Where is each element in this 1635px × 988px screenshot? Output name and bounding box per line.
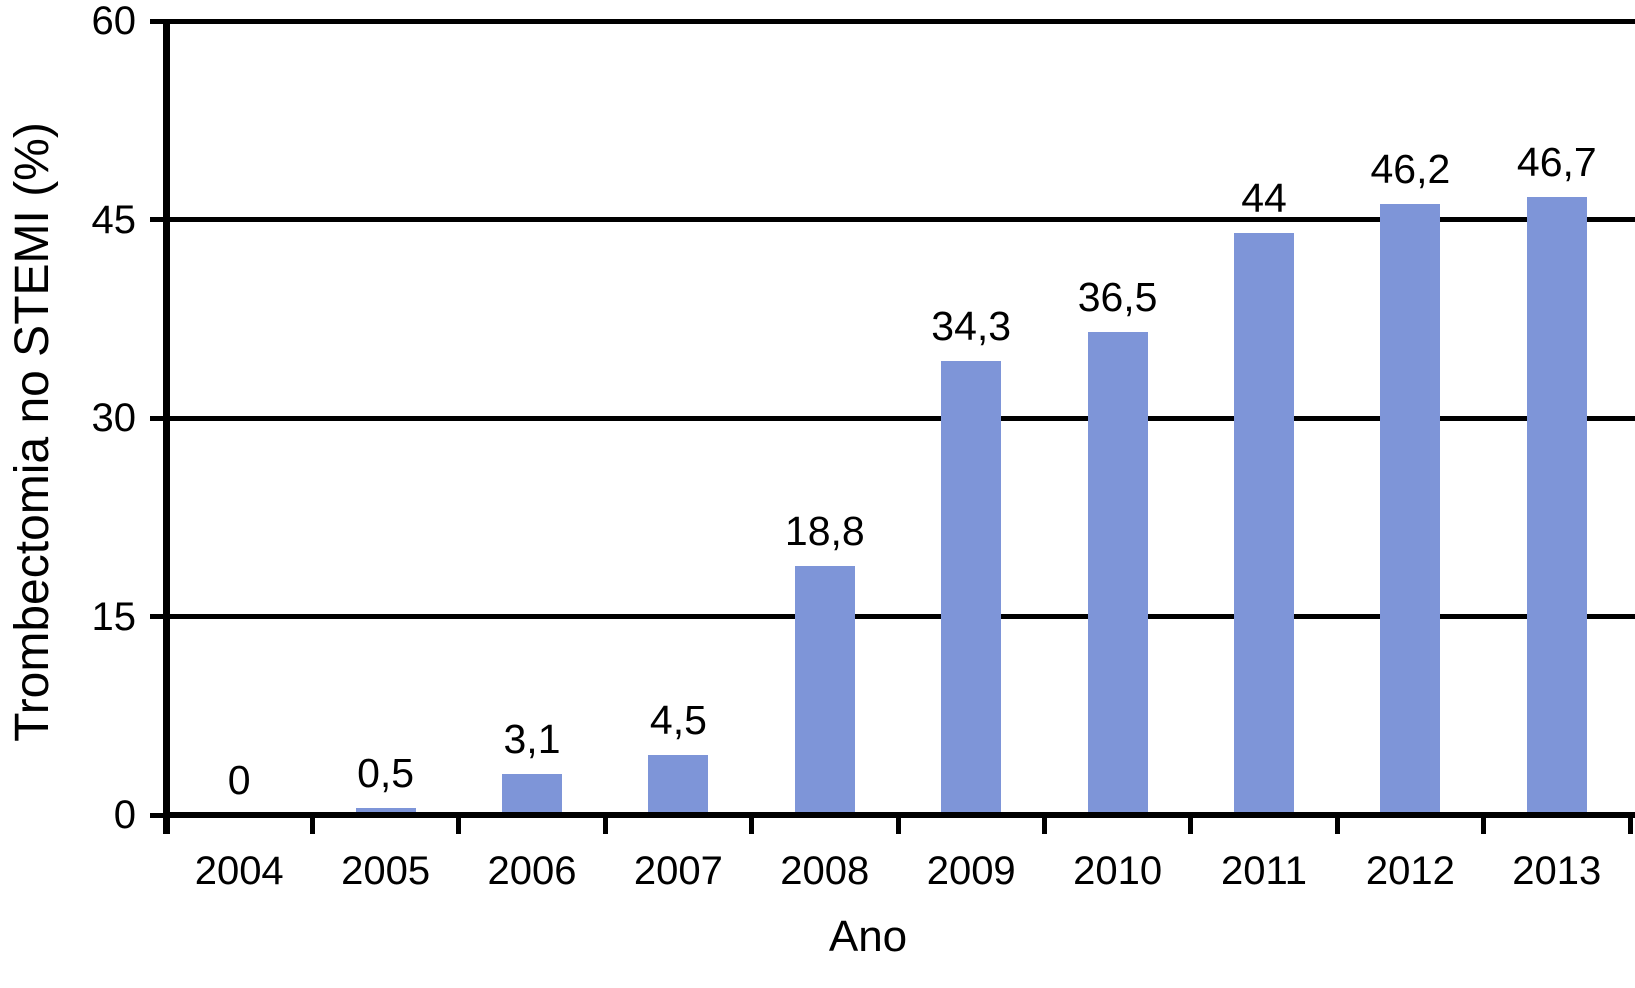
x-tick <box>1334 818 1340 834</box>
x-tick <box>749 818 755 834</box>
bar-value-label: 46,7 <box>1516 139 1597 185</box>
x-tick <box>456 818 462 834</box>
bar <box>941 361 1002 815</box>
bar-value-label: 46,2 <box>1370 145 1451 192</box>
x-tick <box>895 818 901 834</box>
x-tick <box>1627 818 1633 834</box>
y-tick <box>149 415 163 421</box>
x-tick <box>1481 818 1487 834</box>
x-tick <box>1188 818 1194 834</box>
gridline <box>162 415 1635 421</box>
x-tick-label: 2012 <box>1365 849 1455 893</box>
x-tick-label: 2005 <box>341 849 431 893</box>
y-tick <box>149 812 163 818</box>
bar-value-label: 34,3 <box>931 303 1012 350</box>
bar <box>1380 203 1441 815</box>
y-tick <box>149 217 163 222</box>
x-tick <box>602 818 608 834</box>
y-tick-label: 30 <box>91 396 137 440</box>
y-tick-label: 60 <box>91 0 137 43</box>
x-tick-label: 2007 <box>633 849 723 893</box>
x-tick <box>1041 818 1047 834</box>
gridline <box>162 217 1635 222</box>
bar-value-label: 44 <box>1241 174 1287 221</box>
bar <box>502 773 562 815</box>
y-axis-line <box>162 18 170 834</box>
bar <box>1526 197 1587 815</box>
bar <box>1087 331 1148 815</box>
x-axis-title: Ano <box>828 912 908 961</box>
bar-value-label: 4,5 <box>649 697 707 744</box>
bar <box>794 566 855 815</box>
x-tick-label: 2008 <box>780 849 870 893</box>
bar <box>355 808 416 815</box>
y-tick-label: 15 <box>91 594 137 639</box>
bar-value-label: 0,5 <box>357 750 415 797</box>
x-tick <box>309 818 315 834</box>
bar <box>648 755 709 815</box>
bar-value-label: 18,8 <box>784 508 865 555</box>
y-tick-label: 0 <box>113 793 136 837</box>
x-tick-label: 2004 <box>194 849 284 893</box>
x-tick-label: 2006 <box>487 849 577 893</box>
x-axis-line <box>162 812 1635 818</box>
x-tick-label: 2010 <box>1073 849 1163 893</box>
y-tick <box>149 18 163 24</box>
x-tick-label: 2013 <box>1512 849 1602 893</box>
gridline <box>162 614 1635 619</box>
bar <box>1234 232 1294 815</box>
bar-value-label: 3,1 <box>503 715 561 762</box>
y-tick <box>149 614 163 619</box>
x-tick-label: 2009 <box>926 849 1016 893</box>
y-tick-label: 45 <box>91 197 137 242</box>
x-tick-label: 2011 <box>1220 849 1308 893</box>
bar-value-label: 36,5 <box>1077 273 1158 320</box>
bar-value-label: 0 <box>227 757 251 803</box>
gridline <box>162 18 1635 24</box>
